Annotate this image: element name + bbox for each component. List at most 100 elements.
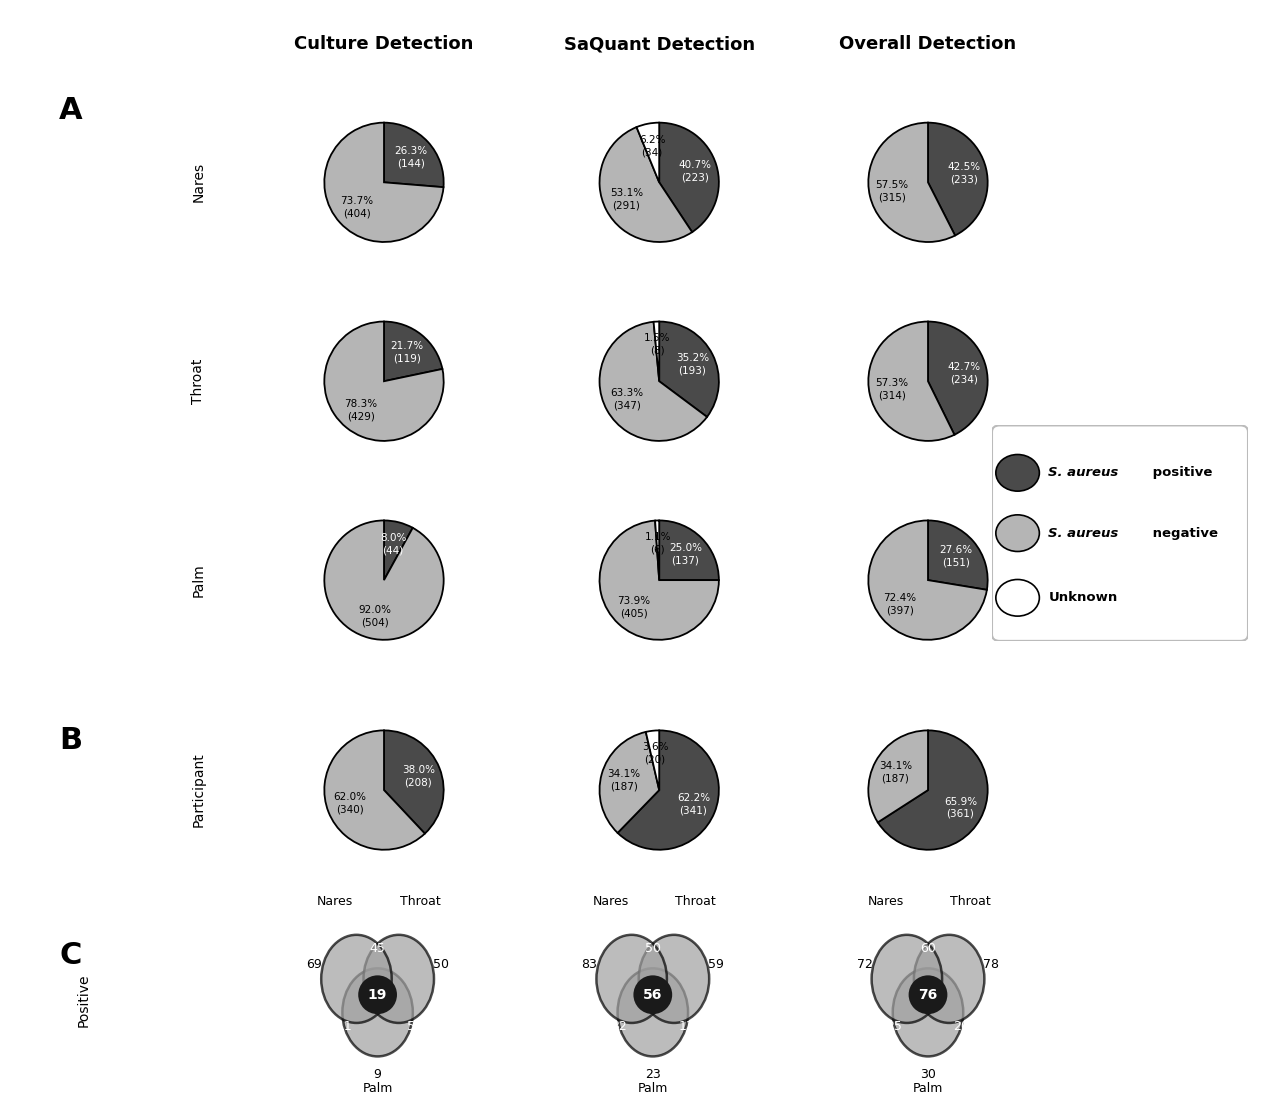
Text: 5: 5 <box>407 1020 415 1033</box>
Wedge shape <box>868 123 955 242</box>
Wedge shape <box>384 520 412 580</box>
Wedge shape <box>659 123 719 232</box>
Wedge shape <box>868 730 928 822</box>
Text: 53.1%
(291): 53.1% (291) <box>611 189 643 211</box>
Text: 19: 19 <box>367 988 388 1002</box>
Wedge shape <box>384 322 443 381</box>
Text: negative: negative <box>1148 527 1217 539</box>
Text: 3.6%
(20): 3.6% (20) <box>641 743 668 765</box>
Ellipse shape <box>892 968 964 1056</box>
Text: 9: 9 <box>374 1067 381 1081</box>
Wedge shape <box>928 520 988 590</box>
Text: Palm: Palm <box>362 1082 393 1095</box>
Text: C: C <box>59 941 82 970</box>
Wedge shape <box>636 123 659 182</box>
Wedge shape <box>659 322 719 417</box>
Wedge shape <box>599 322 707 441</box>
Text: 78: 78 <box>983 958 1000 971</box>
Text: 57.5%
(315): 57.5% (315) <box>876 180 909 202</box>
Wedge shape <box>655 520 659 580</box>
Text: 34.1%
(187): 34.1% (187) <box>607 769 640 791</box>
Wedge shape <box>324 730 425 850</box>
Text: 45: 45 <box>370 943 385 956</box>
Text: 40.7%
(223): 40.7% (223) <box>678 160 712 182</box>
Wedge shape <box>878 730 988 850</box>
Text: A: A <box>59 96 82 125</box>
Wedge shape <box>324 123 443 242</box>
Text: 73.9%
(405): 73.9% (405) <box>617 596 650 619</box>
Wedge shape <box>599 520 719 640</box>
Wedge shape <box>384 730 444 833</box>
Text: Throat: Throat <box>675 895 716 908</box>
Text: 62.0%
(340): 62.0% (340) <box>333 792 366 814</box>
Text: Palm: Palm <box>913 1082 943 1095</box>
Ellipse shape <box>321 935 392 1023</box>
Wedge shape <box>618 730 719 850</box>
Text: 35.2%
(193): 35.2% (193) <box>676 354 709 376</box>
Text: B: B <box>59 726 82 755</box>
Ellipse shape <box>342 968 413 1056</box>
Text: Throat: Throat <box>950 895 991 908</box>
Circle shape <box>996 515 1039 551</box>
Text: 50: 50 <box>645 943 660 956</box>
Wedge shape <box>654 322 659 381</box>
Wedge shape <box>384 123 444 187</box>
Text: Nares: Nares <box>868 895 904 908</box>
Text: 59: 59 <box>708 958 724 971</box>
Text: Unknown: Unknown <box>1048 591 1117 604</box>
Text: Palm: Palm <box>192 564 205 597</box>
Text: Nares: Nares <box>192 162 205 202</box>
Wedge shape <box>599 127 692 242</box>
Wedge shape <box>324 520 444 640</box>
Text: 76: 76 <box>918 988 938 1002</box>
Text: Culture Detection: Culture Detection <box>294 35 474 53</box>
Text: Palm: Palm <box>637 1082 668 1095</box>
Text: 69: 69 <box>306 958 323 971</box>
Text: 1.1%
(6): 1.1% (6) <box>645 532 671 555</box>
Text: Nares: Nares <box>593 895 628 908</box>
Text: Nares: Nares <box>317 895 353 908</box>
Wedge shape <box>599 732 659 833</box>
Text: 25.0%
(137): 25.0% (137) <box>669 543 701 565</box>
Ellipse shape <box>358 976 397 1014</box>
Text: 30: 30 <box>920 1067 936 1081</box>
Text: 42.7%
(234): 42.7% (234) <box>947 361 980 385</box>
Ellipse shape <box>909 976 947 1014</box>
Ellipse shape <box>639 935 709 1023</box>
Text: 25: 25 <box>887 1020 902 1033</box>
Ellipse shape <box>634 976 672 1014</box>
Text: 32: 32 <box>612 1020 627 1033</box>
Ellipse shape <box>596 935 667 1023</box>
Text: SaQuant Detection: SaQuant Detection <box>563 35 755 53</box>
Circle shape <box>996 454 1039 491</box>
Text: 72.4%
(397): 72.4% (397) <box>883 593 916 615</box>
Text: 83: 83 <box>581 958 598 971</box>
Text: Throat: Throat <box>192 358 205 404</box>
Wedge shape <box>324 322 444 441</box>
Text: 92.0%
(504): 92.0% (504) <box>358 604 392 628</box>
Circle shape <box>996 579 1039 617</box>
Text: Overall Detection: Overall Detection <box>840 35 1016 53</box>
Wedge shape <box>659 520 719 580</box>
Text: 72: 72 <box>856 958 873 971</box>
Text: 27.6%
(151): 27.6% (151) <box>940 545 973 567</box>
Wedge shape <box>928 322 988 434</box>
Text: 21.7%
(119): 21.7% (119) <box>390 341 424 364</box>
Text: S. aureus: S. aureus <box>1048 466 1119 480</box>
Text: 34.1%
(187): 34.1% (187) <box>879 761 913 783</box>
Text: 20: 20 <box>954 1020 969 1033</box>
Text: 73.7%
(404): 73.7% (404) <box>340 197 374 219</box>
Text: positive: positive <box>1148 466 1212 480</box>
Text: 62.2%
(341): 62.2% (341) <box>677 792 710 815</box>
Text: Throat: Throat <box>399 895 440 908</box>
Text: 78.3%
(429): 78.3% (429) <box>344 399 378 421</box>
Wedge shape <box>868 322 955 441</box>
Text: 1.5%
(8): 1.5% (8) <box>644 333 671 356</box>
Text: 63.3%
(347): 63.3% (347) <box>611 388 644 411</box>
Text: 6.2%
(34): 6.2% (34) <box>639 135 666 157</box>
Wedge shape <box>868 520 987 640</box>
Text: 50: 50 <box>433 958 449 971</box>
Text: 13: 13 <box>678 1020 694 1033</box>
Text: Participant: Participant <box>192 753 205 828</box>
Ellipse shape <box>872 935 942 1023</box>
